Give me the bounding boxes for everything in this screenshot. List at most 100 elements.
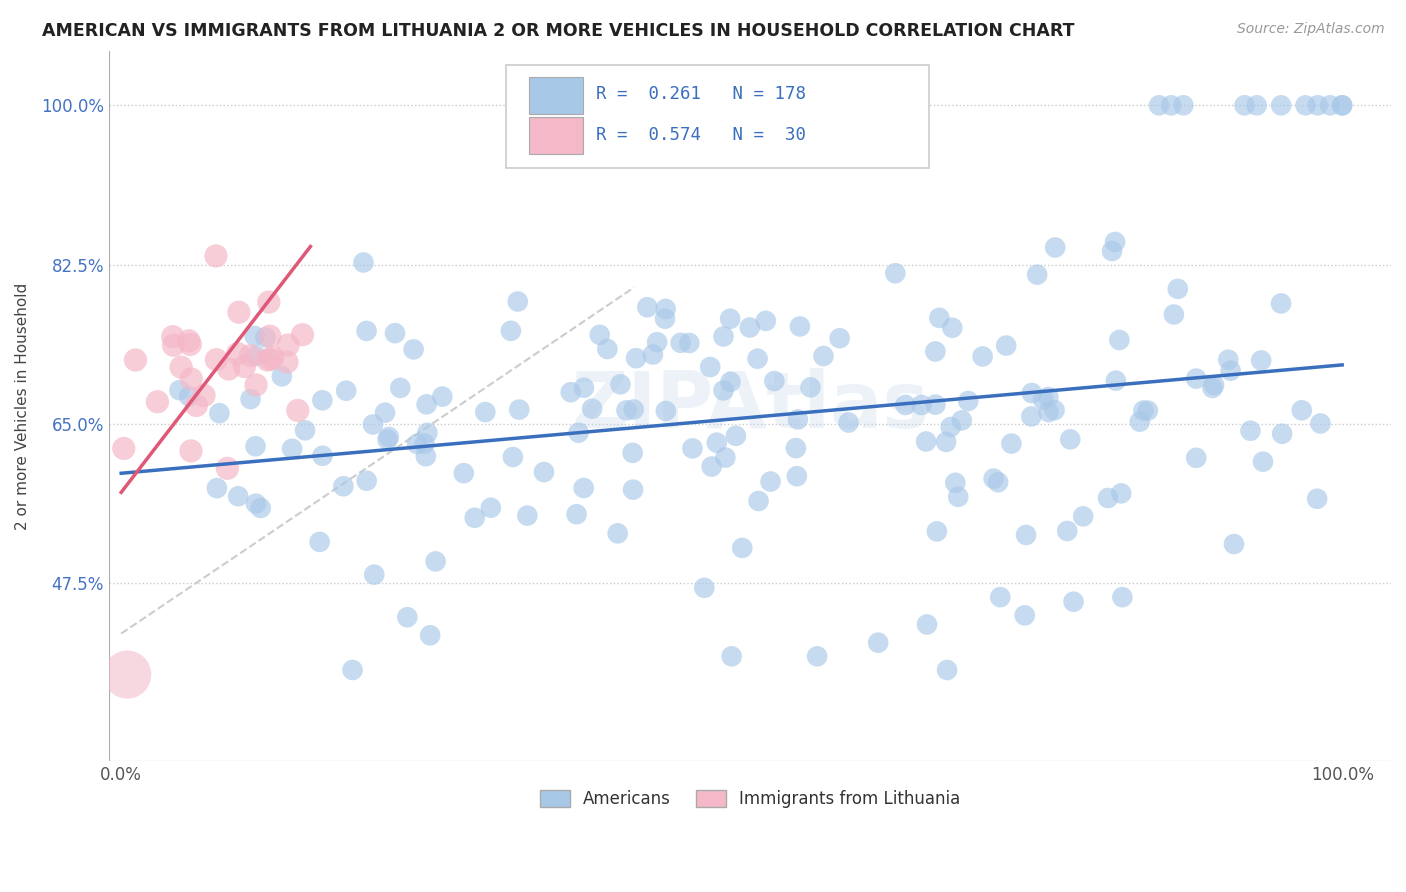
Point [1202,378,1225,392]
Point [724,429,747,443]
Point [245,497,267,511]
Point [502,450,524,464]
Point [294,423,316,437]
Point [363,567,385,582]
Point [1309,417,1331,431]
Point [699,359,721,374]
Point [516,508,538,523]
Text: R =  0.574   N =  30: R = 0.574 N = 30 [596,126,806,144]
Point [935,434,957,449]
Point [287,403,309,417]
Point [621,446,644,460]
FancyBboxPatch shape [530,77,583,114]
Point [700,459,723,474]
Point [1250,353,1272,368]
Point [276,355,298,369]
Point [396,610,419,624]
Point [377,433,399,447]
Point [714,450,737,465]
Point [228,305,250,319]
Point [453,466,475,480]
Point [720,649,742,664]
Point [1021,409,1043,424]
Point [1014,608,1036,623]
Point [146,394,169,409]
Point [813,349,835,363]
Point [731,541,754,555]
Point [1295,98,1317,112]
Point [356,474,378,488]
Point [162,338,184,352]
Point [217,461,239,475]
Point [1233,98,1256,112]
Point [1136,403,1159,417]
Point [1071,509,1094,524]
Point [1163,308,1185,322]
Point [353,255,375,269]
Point [1129,415,1152,429]
Point [1038,405,1060,419]
Point [785,441,807,455]
Point [1319,98,1341,112]
Point [786,412,808,426]
Point [868,635,890,649]
Point [402,343,425,357]
Point [245,349,267,363]
Point [983,472,1005,486]
Point [894,398,917,412]
Point [560,385,582,400]
Point [1101,244,1123,258]
Point [828,331,851,345]
Point [1108,333,1130,347]
Point [270,369,292,384]
Point [1270,98,1292,112]
Point [616,403,638,417]
Point [239,392,262,406]
Point [205,481,228,495]
Point [332,479,354,493]
Point [806,649,828,664]
Point [335,384,357,398]
Point [939,420,962,434]
Point [1201,381,1223,395]
Point [1026,268,1049,282]
Point [1000,436,1022,450]
Point [432,390,454,404]
Point [915,617,938,632]
Point [233,359,256,374]
Point [1270,296,1292,310]
Point [226,346,249,360]
Point [179,337,201,351]
Point [170,360,193,375]
Point [915,434,938,449]
Point [1291,403,1313,417]
Point [645,335,668,350]
Point [624,351,647,366]
Point [374,406,396,420]
Point [1251,455,1274,469]
Point [713,384,735,398]
Point [243,329,266,343]
Point [1239,424,1261,438]
Point [1218,352,1240,367]
Point [910,398,932,412]
Point [474,405,496,419]
Point [1246,98,1268,112]
Point [112,442,135,456]
Point [389,381,412,395]
Point [681,442,703,456]
Point [1105,374,1128,388]
Point [763,374,786,388]
Point [924,398,946,412]
Point [356,324,378,338]
Point [713,329,735,343]
Point [1043,403,1066,417]
Point [654,301,676,316]
Point [254,330,277,344]
Point [208,406,231,420]
Point [361,417,384,432]
Point [419,628,441,642]
Point [950,413,973,427]
Point [311,393,333,408]
Point [1271,426,1294,441]
